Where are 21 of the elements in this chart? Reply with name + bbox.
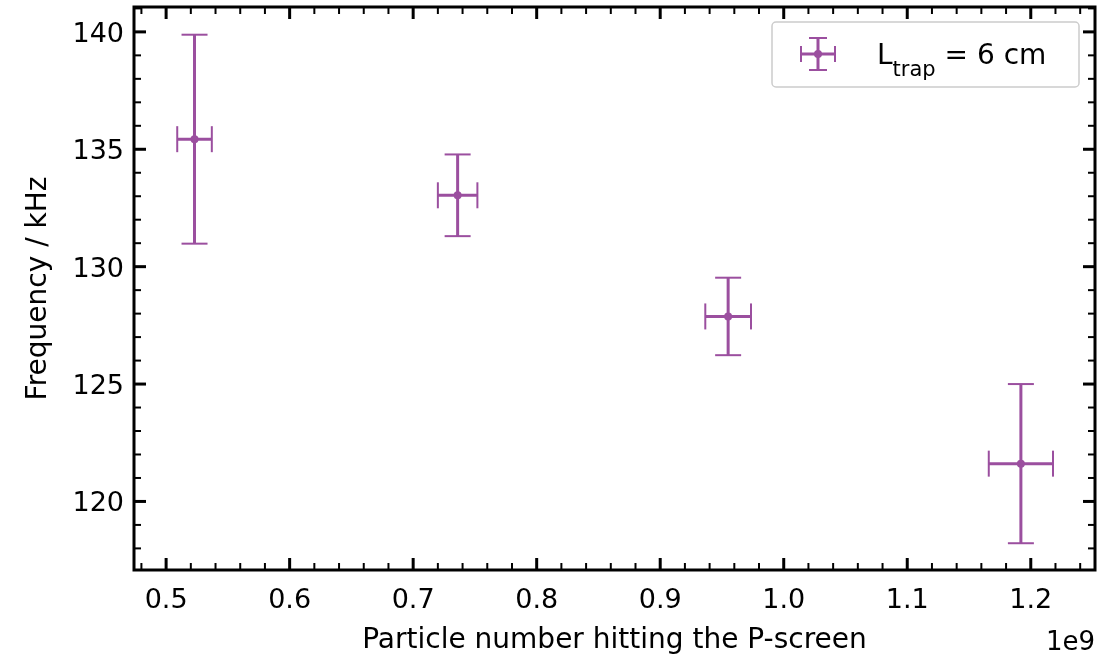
y-tick-label: 140 bbox=[72, 16, 124, 48]
point bbox=[724, 312, 733, 321]
point bbox=[453, 191, 462, 200]
legend-label: L$_{trap}$ = 6 cm bbox=[877, 38, 1047, 81]
x-tick-label: 1.1 bbox=[885, 583, 929, 614]
y-tick-label: 120 bbox=[72, 486, 124, 518]
x-tick-label: 0.8 bbox=[515, 583, 559, 614]
point bbox=[190, 135, 199, 144]
y-tick-label: 130 bbox=[72, 251, 124, 283]
y-tick-label: 125 bbox=[72, 369, 124, 401]
text: 1e9 bbox=[1045, 626, 1095, 654]
x-axis-title: Particle number hitting the P-screen bbox=[362, 622, 867, 654]
x-tick-label: 0.9 bbox=[638, 583, 682, 614]
y-tick-label: 135 bbox=[72, 134, 124, 166]
x-tick-label: 1.2 bbox=[1009, 583, 1053, 614]
x-tick-label: 1.0 bbox=[762, 583, 806, 614]
x-tick-label: 0.7 bbox=[391, 583, 435, 614]
y-axis-title: Frequency / kHz bbox=[20, 176, 53, 401]
point bbox=[1016, 459, 1025, 468]
x-tick-label: 0.5 bbox=[144, 583, 188, 614]
x-tick-label: 0.6 bbox=[268, 583, 312, 614]
